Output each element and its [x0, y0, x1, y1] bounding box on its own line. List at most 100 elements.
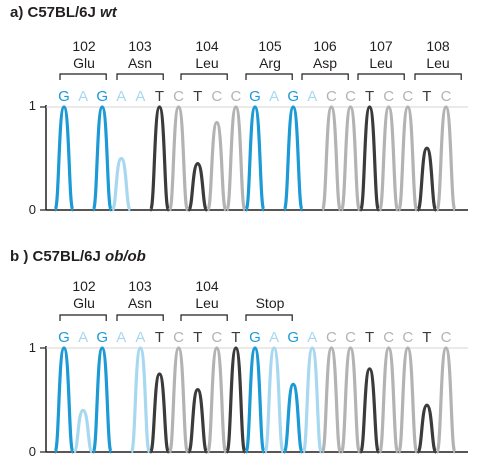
panel-b-trace-peak — [129, 346, 151, 454]
panel-b-base-call: A — [269, 329, 280, 346]
panel-b-trace-peak — [339, 346, 362, 454]
panel-b-base-call: A — [307, 329, 318, 346]
panel-a-title-italic: wt — [100, 4, 117, 21]
panel-a-trace-peak — [378, 105, 400, 212]
panel-b-base-call: A — [135, 329, 146, 346]
panel-a-trace-peak — [244, 105, 266, 212]
panel-b-title: b ) C57BL/6J ob/ob — [10, 248, 146, 265]
panel-a-codon-105-number: 105 — [258, 38, 282, 54]
panel-b-trace-peak — [53, 346, 75, 454]
panel-a-base-call: T — [154, 88, 165, 105]
panel-b-codon-bracket-1 — [116, 314, 164, 321]
panel-a-trace-peak — [397, 105, 419, 212]
panel-b-base-call: C — [402, 329, 414, 346]
panel-a-trace-peak — [320, 105, 342, 212]
panel-b-trace-peak — [225, 346, 247, 454]
panel-a-base-call: C — [230, 88, 242, 105]
panel-a-base-call: T — [365, 88, 375, 105]
panel-a-codon-105-aa: Arg — [259, 55, 281, 71]
panel-b-trace-peak — [320, 346, 342, 454]
panel-a-codon-106-number: 106 — [313, 38, 337, 54]
panel-a-base-call: T — [193, 88, 203, 105]
panel-a-trace-peak — [339, 105, 362, 212]
panel-b-trace-peak — [282, 382, 304, 454]
panel-a-codon-107-number: 107 — [369, 38, 393, 54]
panel-b-base-call: C — [325, 329, 337, 346]
panel-a-trace-peak — [206, 120, 228, 212]
panel-b-base-call: T — [365, 329, 375, 346]
panel-a-base-call: C — [440, 88, 452, 105]
panel-a-base-call: G — [287, 88, 300, 105]
panel-a-base-call: A — [135, 88, 146, 105]
panel-b-base-call: T — [154, 329, 165, 346]
panel-a-base-call: C — [383, 88, 395, 105]
panel-a-base-call: T — [422, 88, 432, 105]
panel-b-trace-peak — [148, 372, 171, 454]
panel-b-title-text: b ) C57BL/6J — [10, 248, 106, 265]
panel-b-trace-peak — [435, 346, 457, 454]
panel-b-trace-peak — [263, 346, 285, 454]
panel-b-codon-bracket-0 — [59, 314, 107, 321]
panel-b-trace-peak — [187, 388, 209, 454]
panel-b-base-call: A — [116, 329, 127, 346]
panel-a-codon-bracket-6 — [414, 73, 462, 80]
panel-a-base-call: A — [116, 88, 127, 105]
panel-b-title-italic: ob/ob — [105, 248, 146, 265]
panel-a-codon-bracket-3 — [245, 73, 293, 80]
panel-a-codon-104-aa: Leu — [195, 55, 219, 71]
panel-a-codon-102-aa: Glu — [73, 55, 95, 71]
panel-b-base-call: C — [383, 329, 395, 346]
panel-a-base-call: C — [402, 88, 414, 105]
panel-b-trace-peak — [416, 403, 438, 454]
panel-a-base-call: G — [58, 88, 70, 105]
panel-a-codon-104-number: 104 — [195, 38, 219, 54]
panel-b-trace-peak — [168, 346, 190, 454]
panel-a-trace-peak — [225, 105, 247, 212]
panel-b-trace-peak — [359, 367, 381, 454]
panel-b-base-call: G — [58, 329, 70, 346]
panel-a-base-call: A — [78, 88, 89, 105]
panel-b-ytick-1: 1 — [28, 340, 36, 355]
panel-b-codon-102-number: 102 — [72, 278, 96, 294]
panel-b-base-call: C — [345, 329, 356, 346]
panel-b-codon-bracket-2 — [180, 314, 228, 321]
panel-a-codon-108-number: 108 — [426, 38, 450, 54]
panel-a-trace-peak — [53, 105, 75, 212]
panel-b-base-call: T — [231, 329, 241, 346]
panel-b-codon-104-number: 104 — [195, 278, 219, 294]
panel-a-trace-peak — [168, 105, 190, 212]
panel-a-base-call: A — [307, 88, 318, 105]
panel-b-base-call: C — [173, 329, 185, 346]
panel-a-codon-106-aa: Asp — [312, 55, 338, 71]
panel-b-base-call: G — [249, 329, 261, 346]
panel-b-trace-peak — [301, 346, 323, 454]
panel-a-codon-103-number: 103 — [128, 38, 152, 54]
panel-b-codon-104-aa: Leu — [195, 295, 219, 311]
panel-a-codon-102-number: 102 — [72, 38, 96, 54]
panel-b-base-call: G — [287, 329, 300, 346]
panel-b-trace-peak — [378, 346, 400, 454]
panel-b-base-call: T — [422, 329, 432, 346]
panel-b-trace-peak — [397, 346, 419, 454]
panel-a-base-call: C — [345, 88, 356, 105]
panel-a-ytick-0: 0 — [28, 202, 36, 217]
panel-a-title-text: a) C57BL/6J — [10, 4, 101, 21]
panel-b-base-call: A — [78, 329, 89, 346]
panel-b-ytick-0: 0 — [28, 444, 36, 459]
panel-a-codon-108-aa: Leu — [426, 55, 450, 71]
panel-a-trace-peak — [187, 162, 209, 212]
panel-b-base-call: T — [193, 329, 203, 346]
panel-b-codon-stop-label: Stop — [255, 295, 285, 311]
panel-a-title: a) C57BL/6J wt — [10, 4, 117, 21]
panel-b-codon-102-aa: Glu — [73, 295, 95, 311]
panel-b-codon-bracket-3 — [245, 314, 293, 321]
panel-a-ytick-1: 1 — [28, 98, 36, 113]
panel-a-codon-103-aa: Asn — [127, 55, 153, 71]
panel-a-trace-peak — [110, 156, 132, 212]
panel-a-codon-bracket-1 — [116, 73, 164, 80]
panel-a-base-call: C — [173, 88, 185, 105]
panel-a-base-call: G — [96, 88, 109, 105]
panel-a-base-call: C — [325, 88, 337, 105]
panel-b-trace-peak — [206, 346, 228, 454]
